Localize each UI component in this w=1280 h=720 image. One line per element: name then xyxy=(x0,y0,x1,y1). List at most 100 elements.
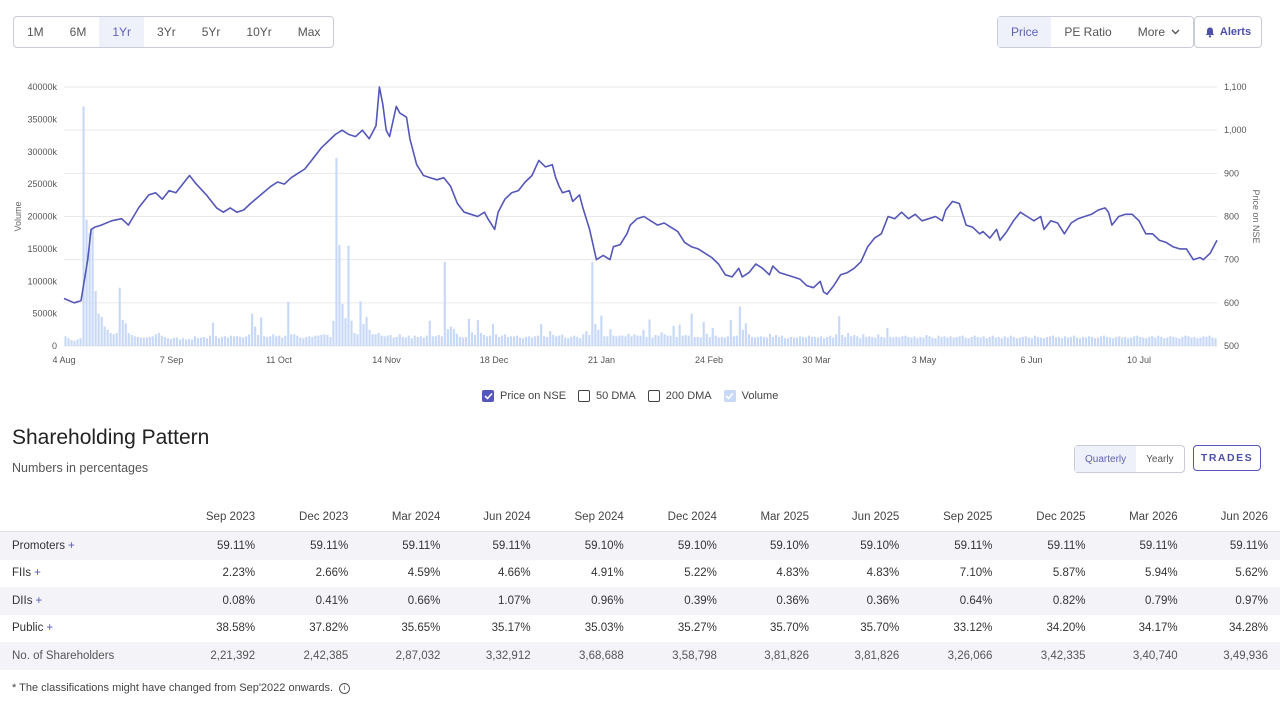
volume-bar xyxy=(452,329,455,346)
legend-200dma-toggle[interactable]: 200 DMA xyxy=(647,390,712,402)
legend-50dma-toggle[interactable]: 50 DMA xyxy=(578,390,636,402)
volume-bar xyxy=(254,326,257,346)
volume-bar xyxy=(714,335,717,346)
volume-bar xyxy=(1012,336,1015,346)
trades-button[interactable]: TRADES xyxy=(1193,445,1261,471)
table-cell: 5.94% xyxy=(1145,567,1178,580)
metric-selector: Price PE Ratio More xyxy=(997,16,1195,48)
volume-bar xyxy=(949,336,952,346)
table-cell: 35.27% xyxy=(677,622,717,635)
period-header: Mar 2026 xyxy=(1097,503,1190,532)
volume-bar xyxy=(967,338,970,346)
x-tick-label: 21 Jan xyxy=(588,355,615,365)
volume-bar xyxy=(657,335,660,346)
volume-bar xyxy=(1066,337,1070,346)
alerts-button[interactable]: Alerts xyxy=(1194,16,1262,48)
volume-bar xyxy=(856,336,859,346)
row-label[interactable]: DIIs + xyxy=(0,587,174,615)
expand-plus-icon[interactable]: + xyxy=(68,539,75,552)
volume-bar xyxy=(1154,337,1157,346)
row-label[interactable]: Promoters + xyxy=(0,531,174,560)
table-row[interactable]: DIIs +0.08% 0.41% 0.66% 1.07% 0.96% 0.39% 0.36%… xyxy=(0,587,1280,615)
volume-bar xyxy=(1205,336,1208,346)
info-icon[interactable]: i xyxy=(339,682,351,694)
volume-bar xyxy=(537,335,540,346)
volume-bar xyxy=(335,158,338,346)
volume-bar xyxy=(829,335,832,346)
yearly-button[interactable]: Yearly xyxy=(1146,453,1174,465)
volume-bar xyxy=(624,336,627,346)
range-button[interactable]: 3Yr xyxy=(157,25,176,39)
table-cell: 5.62% xyxy=(1235,567,1268,580)
volume-bar xyxy=(985,338,988,346)
volume-bar xyxy=(296,335,299,346)
y-left-tick-label: 0 xyxy=(52,341,57,351)
volume-bar xyxy=(482,334,486,346)
range-button[interactable]: 6M xyxy=(69,25,87,39)
volume-bar xyxy=(413,335,416,346)
price-metric-button[interactable]: Price xyxy=(998,17,1052,47)
section-title: Shareholding Pattern xyxy=(12,426,210,449)
volume-bar xyxy=(356,334,359,346)
price-volume-chart[interactable]: 500 600 700 800 900 1,000 1,100 0 5000k 10000k 150… xyxy=(0,70,1280,370)
volume-bar xyxy=(1054,337,1058,346)
volume-bar xyxy=(220,336,224,346)
expand-plus-icon[interactable]: + xyxy=(35,594,43,607)
table-row[interactable]: Promoters +59.11% 59.11% 59.11% 59.11% 59.10%… xyxy=(0,531,1280,560)
volume-bar xyxy=(916,338,919,346)
range-button[interactable]: 5Yr xyxy=(201,25,221,39)
expand-plus-icon[interactable]: + xyxy=(34,567,41,580)
x-tick-label: 14 Nov xyxy=(372,355,401,365)
table-row[interactable]: Public +38.58% 37.82% 35.65% 35.17% 35.03% 35.… xyxy=(0,615,1280,643)
y-left-tick-label: 25000k xyxy=(27,179,57,189)
volume-bar xyxy=(759,336,763,346)
volume-bar xyxy=(817,337,820,346)
pe-ratio-button[interactable]: PE Ratio xyxy=(1064,25,1112,39)
row-label[interactable]: FIIs + xyxy=(0,560,174,588)
volume-bar xyxy=(266,336,269,346)
range-button[interactable]: 1Yr xyxy=(99,17,145,47)
range-button[interactable]: 1M xyxy=(27,25,44,39)
volume-bar xyxy=(549,331,552,346)
volume-bar xyxy=(651,337,654,346)
volume-bar xyxy=(449,326,452,346)
volume-bar xyxy=(1039,337,1042,346)
volume-bar xyxy=(193,336,197,346)
expand-plus-icon[interactable]: + xyxy=(46,622,54,635)
volume-bar xyxy=(100,316,103,346)
range-button[interactable]: 10Yr xyxy=(246,25,272,39)
volume-bar xyxy=(708,336,711,346)
quarterly-button[interactable]: Quarterly xyxy=(1075,446,1137,472)
volume-bar xyxy=(302,338,305,346)
table-cell: 0.64% xyxy=(911,587,1005,615)
volume-bar xyxy=(847,333,850,346)
row-label[interactable]: Public + xyxy=(0,615,174,643)
volume-bar xyxy=(422,337,425,346)
x-tick-label: 24 Feb xyxy=(695,355,723,365)
volume-bar xyxy=(838,316,841,346)
volume-bar xyxy=(543,336,546,346)
volume-bar xyxy=(187,338,191,346)
range-button[interactable]: Max xyxy=(297,25,321,39)
volume-bar xyxy=(1118,336,1121,346)
volume-bar xyxy=(64,336,67,346)
volume-bar xyxy=(1136,335,1139,346)
volume-bar xyxy=(904,335,907,346)
volume-bar xyxy=(717,337,720,346)
legend-price-toggle[interactable]: Price on NSE xyxy=(482,390,566,402)
legend-volume-toggle[interactable]: Volume xyxy=(723,390,778,402)
x-tick-label: 11 Oct xyxy=(266,355,292,365)
volume-bar xyxy=(169,338,172,346)
volume-bar xyxy=(136,336,139,346)
table-cell: 35.70% xyxy=(860,622,900,635)
volume-bar xyxy=(777,336,781,346)
volume-bar xyxy=(961,335,964,346)
volume-bar xyxy=(883,337,886,346)
volume-bar xyxy=(157,333,160,346)
table-row[interactable]: FIIs +2.23% 2.66% 4.59% 4.66% 4.91% 5.22% 4.83%… xyxy=(0,560,1280,588)
volume-bar xyxy=(79,338,82,346)
volume-bar xyxy=(814,336,817,346)
volume-bar xyxy=(233,336,236,346)
more-dropdown[interactable]: More xyxy=(1125,17,1193,47)
volume-bar xyxy=(160,335,163,346)
